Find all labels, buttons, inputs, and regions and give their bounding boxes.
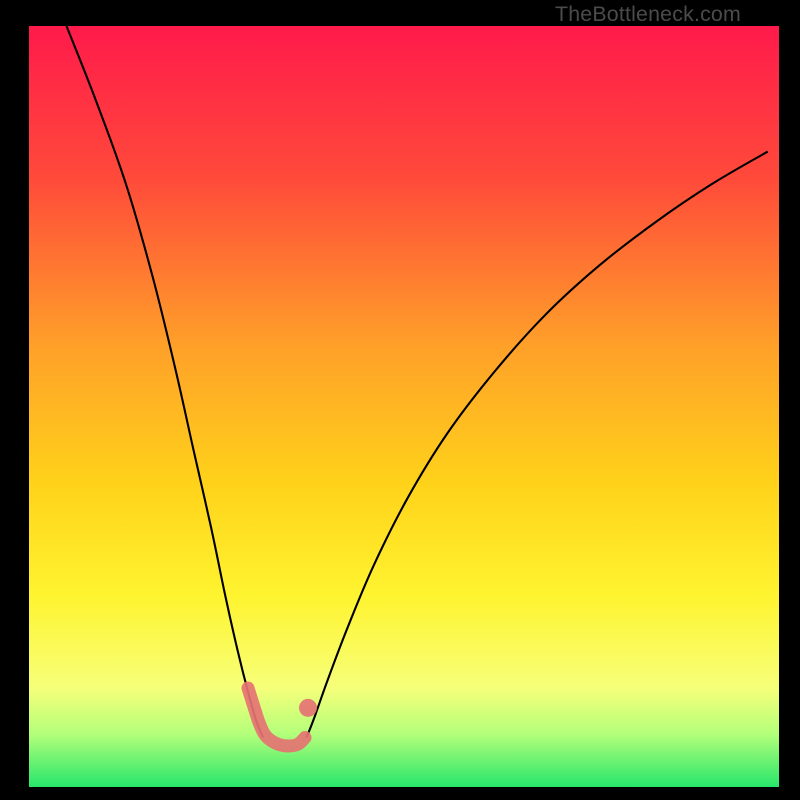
frame-border-bottom <box>0 787 800 800</box>
frame-border-left <box>0 0 29 800</box>
watermark-text: TheBottleneck.com <box>555 2 741 27</box>
plot-area <box>29 26 779 787</box>
frame-border-right <box>779 0 800 800</box>
chart-frame: TheBottleneck.com <box>0 0 800 800</box>
